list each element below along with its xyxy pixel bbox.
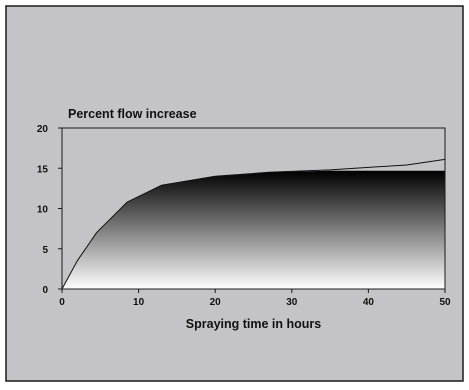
x-tick-label: 50 [439,297,451,308]
y-tick-label: 15 [37,164,49,175]
x-tick-label: 20 [210,297,222,308]
y-tick-label: 20 [37,124,49,135]
x-tick-label: 0 [59,297,65,308]
chart-title: Percent flow increase [68,107,197,121]
x-tick-label: 10 [133,297,145,308]
area-fill [62,170,445,289]
y-tick-label: 0 [42,285,48,296]
y-tick-label: 5 [42,245,48,256]
axis-ticks: 0 10 20 30 40 50 0 5 10 15 20 [37,124,451,308]
x-tick-label: 40 [363,297,375,308]
x-tick-label: 30 [286,297,298,308]
series-line [61,158,446,290]
area-layer [61,158,446,290]
y-tick-label: 10 [37,205,49,216]
x-axis-label: Spraying time in hours [186,317,321,331]
